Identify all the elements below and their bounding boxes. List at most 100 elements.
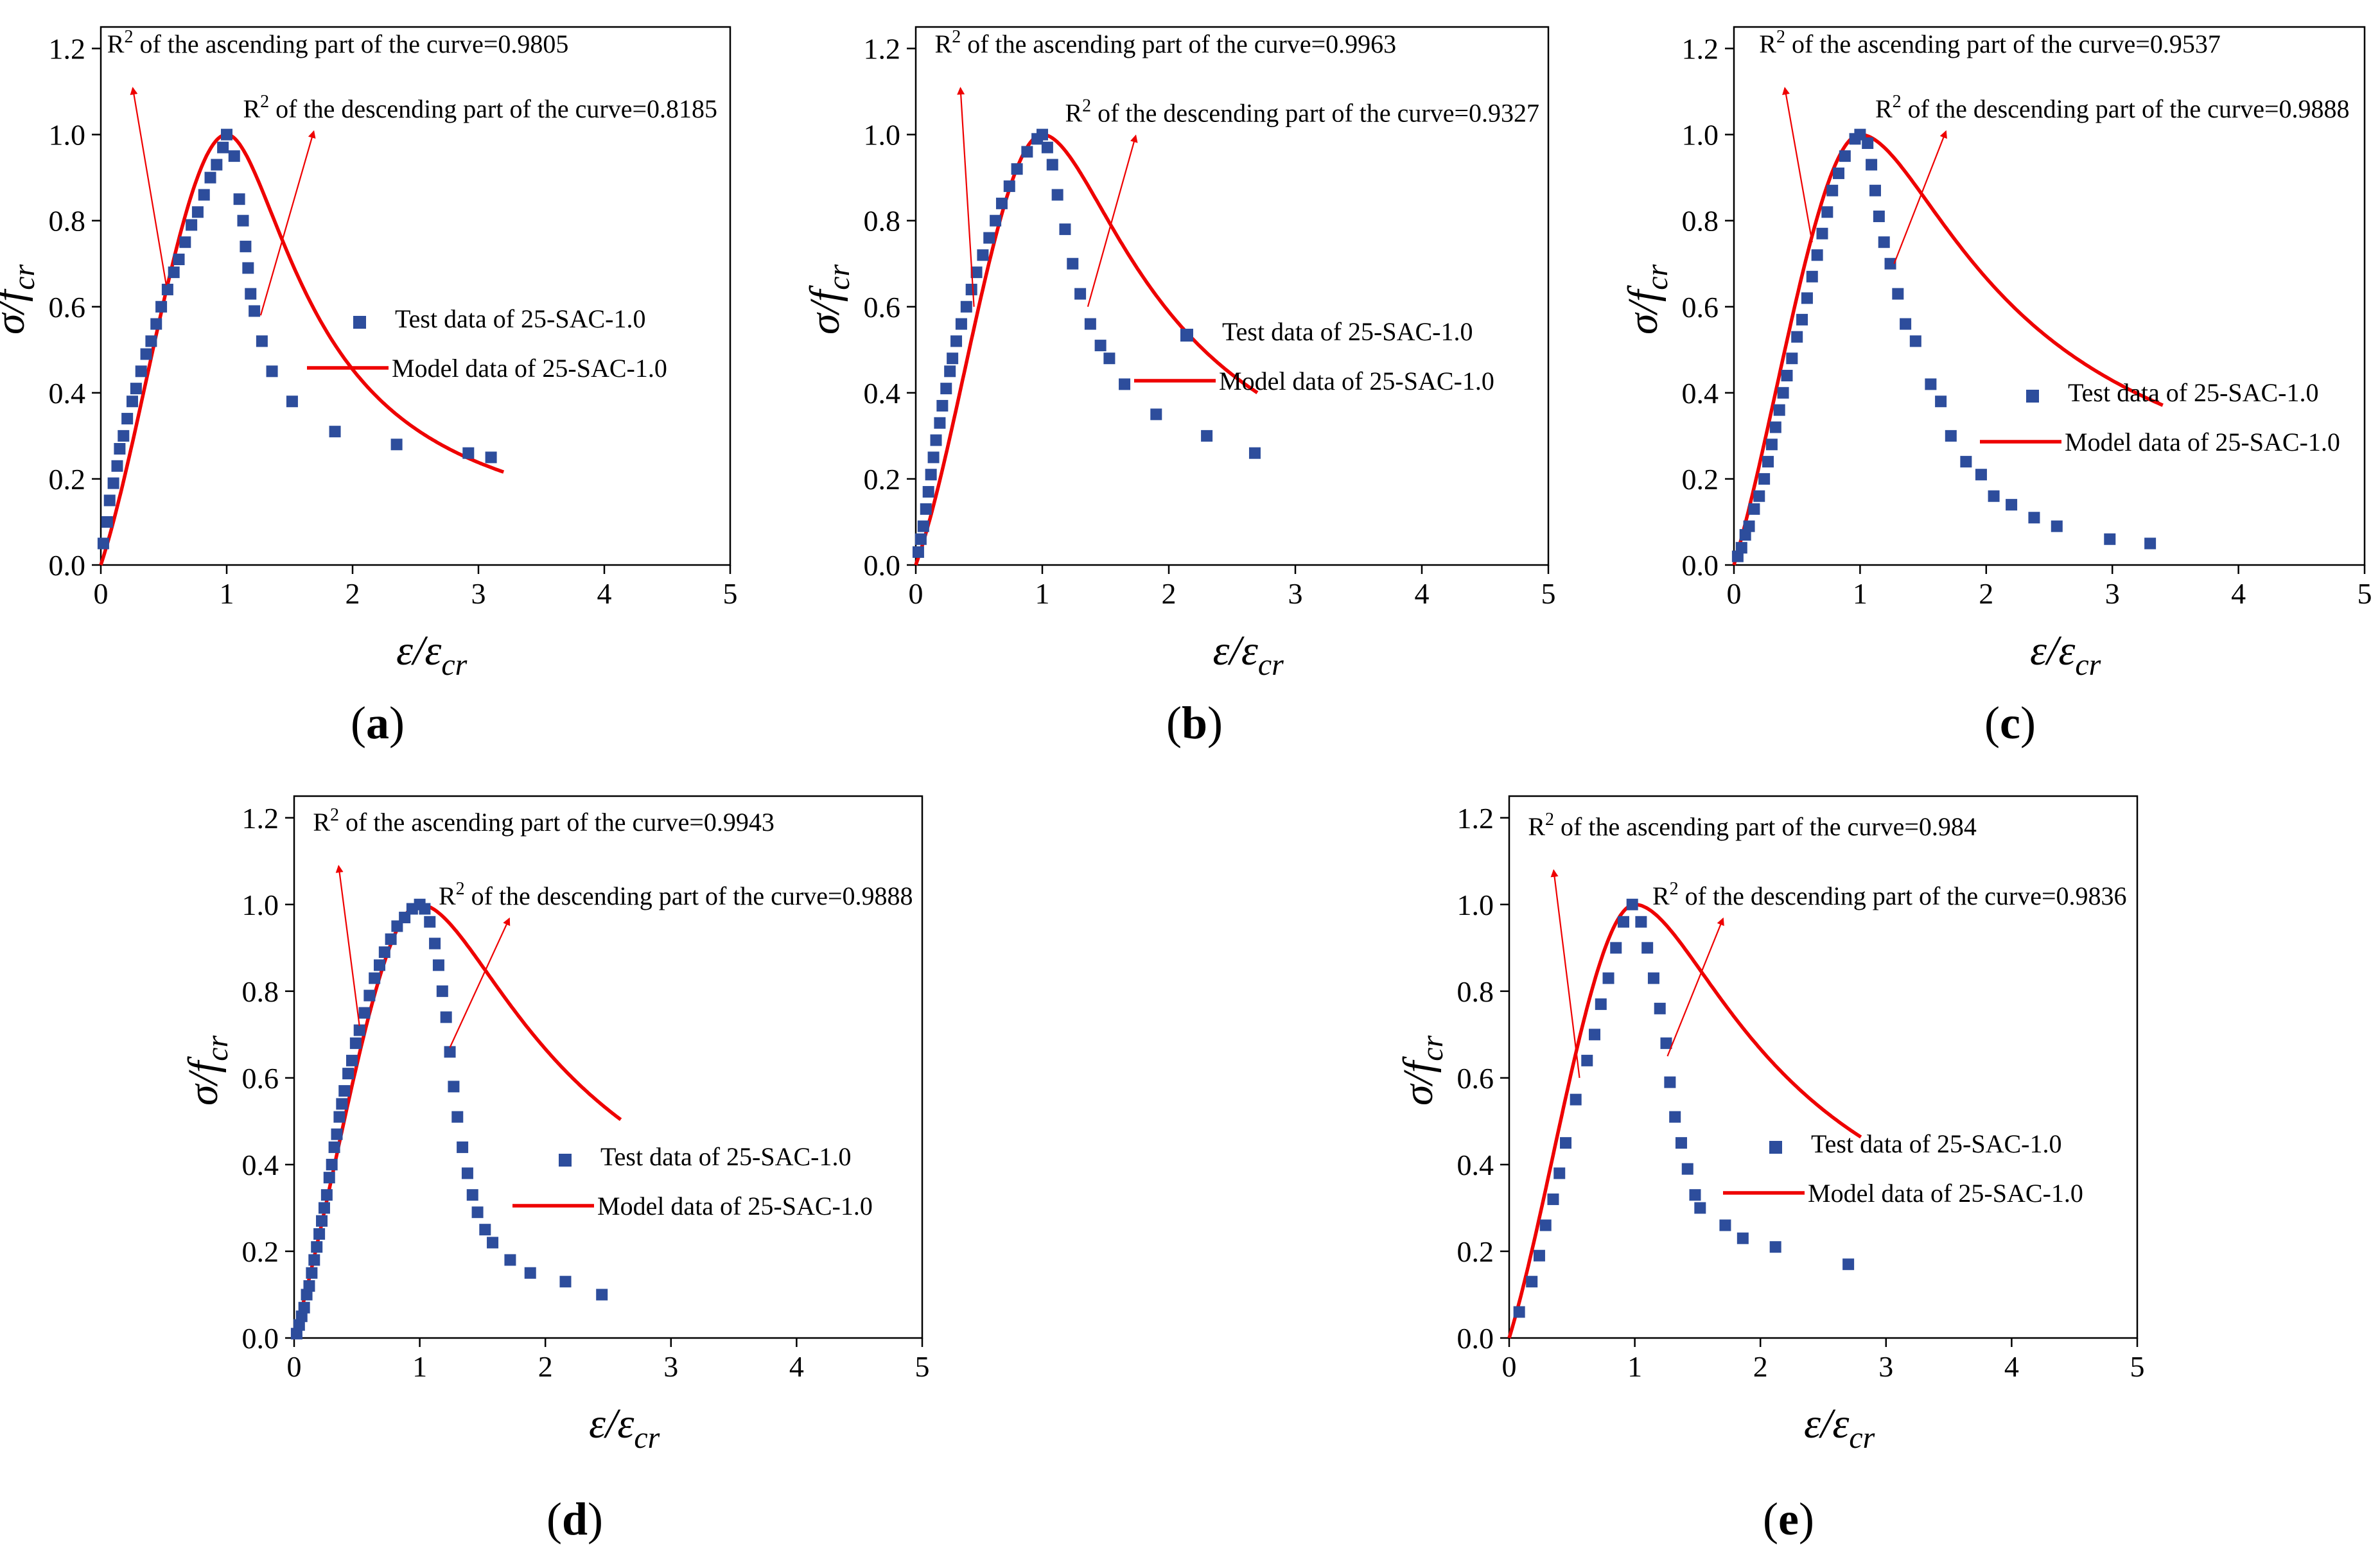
test-point [440, 1011, 452, 1023]
caption-letter: e [1778, 1493, 1799, 1545]
test-point [353, 1024, 365, 1036]
x-axis-label-sub: cr [1258, 648, 1284, 682]
test-point [358, 1007, 371, 1019]
test-point [936, 399, 949, 412]
caption-close: ) [1207, 697, 1223, 749]
x-axis-label-sub: cr [1849, 1421, 1875, 1455]
y-tick-label: 1.2 [1682, 33, 1719, 65]
test-point [990, 214, 1002, 227]
test-point [457, 1141, 469, 1153]
annotation-ascending: R2 of the ascending part of the curve=0.… [1528, 810, 1977, 841]
test-point [448, 1081, 460, 1093]
test-point [1909, 335, 1921, 347]
test-point [1617, 916, 1629, 928]
legend-test-marker [1180, 329, 1193, 342]
caption-letter: a [366, 697, 389, 749]
test-point [1533, 1249, 1545, 1262]
test-point [1765, 439, 1778, 451]
caption-close: ) [2020, 697, 2036, 749]
test-point [323, 1172, 335, 1184]
test-point [1539, 1219, 1552, 1231]
x-tick-label: 3 [471, 577, 486, 610]
x-tick-label: 4 [1415, 577, 1430, 610]
test-point [1150, 408, 1162, 421]
x-axis-label: ε/εcr [396, 627, 468, 682]
test-point [1103, 352, 1116, 365]
x-tick-label: 4 [789, 1350, 804, 1383]
test-point [1975, 469, 1987, 481]
model-line [1507, 903, 1862, 1339]
test-point [471, 1206, 484, 1219]
test-point [424, 916, 436, 928]
test-point [328, 1141, 340, 1153]
legend-model-label: Model data of 25-SAC-1.0 [1808, 1179, 2083, 1208]
test-point [211, 159, 223, 171]
test-point [1074, 288, 1087, 300]
annotation-text: of the ascending part of the curve=0.984 [1554, 812, 1977, 841]
annotation-arrow-ascending [1782, 87, 1813, 243]
test-point [316, 1215, 328, 1227]
y-tick-label: 0.8 [1457, 975, 1494, 1008]
y-tick-label: 0.4 [49, 377, 86, 410]
test-point [198, 189, 210, 201]
plot-frame [100, 26, 731, 566]
y-axis-label-sub: cr [1640, 264, 1674, 290]
y-tick-label: 0.6 [1457, 1062, 1494, 1095]
y-axis-label-sub: cr [1415, 1035, 1449, 1061]
test-point [912, 546, 924, 558]
test-point [118, 430, 130, 442]
y-axis-label: σ/fcr [1620, 264, 1674, 334]
caption-open: ( [547, 1493, 562, 1545]
test-point [191, 206, 204, 218]
test-point [1960, 456, 1972, 468]
test-point [249, 305, 261, 317]
test-point [121, 413, 134, 425]
test-point [1059, 223, 1071, 236]
annotation-arrow-descending [449, 917, 511, 1048]
test-point [461, 1167, 473, 1179]
y-tick-label: 0.4 [242, 1149, 279, 1181]
test-point [436, 985, 448, 997]
test-point [596, 1289, 608, 1301]
test-point [1021, 146, 1033, 158]
test-point [168, 266, 180, 279]
x-axis-label-sub: cr [2075, 648, 2101, 682]
chart-panel-c: 0 1 2 3 4 5 0.0 0.2 0.4 0.6 0.8 1.0 1.2 ε/εcr σ/fcr R2 … [1620, 26, 2372, 749]
test-point [1003, 180, 1015, 193]
test-point [955, 318, 967, 330]
x-tick-label: 1 [1853, 577, 1868, 610]
test-point [1935, 395, 1947, 408]
test-point [1777, 387, 1789, 399]
y-tick-label: 1.0 [1682, 119, 1719, 152]
test-point [1570, 1093, 1582, 1106]
test-point [1862, 137, 1874, 150]
x-tick-label: 5 [1541, 577, 1556, 610]
test-point [1626, 898, 1638, 910]
test-point [1781, 370, 1793, 382]
test-point [419, 903, 431, 915]
test-point [313, 1228, 326, 1240]
test-point [1610, 942, 1622, 954]
annotation-text: of the descending part of the curve=0.93… [1091, 98, 1539, 127]
test-point [298, 1301, 310, 1314]
test-point [1758, 473, 1771, 485]
y-tick-label: 1.0 [49, 119, 86, 152]
annotation-descending: R2 of the descending part of the curve=0… [243, 92, 717, 123]
x-tick-label: 1 [220, 577, 234, 610]
annotation-descending: R2 of the descending part of the curve=0… [439, 879, 913, 910]
annotation-arrow-descending [1667, 917, 1724, 1057]
x-axis-label-sub: cr [441, 648, 467, 682]
x-tick-label: 3 [1878, 1350, 1893, 1383]
panel-caption: (e) [1763, 1493, 1814, 1545]
test-point [1553, 1167, 1566, 1179]
test-point [947, 352, 959, 365]
annotation-arrow-ascending [130, 87, 168, 286]
caption-open: ( [1166, 697, 1182, 749]
annotation-arrow-ascending [1550, 869, 1580, 1079]
x-axis-label: ε/εcr [1804, 1400, 1875, 1455]
legend-test-label: Test data of 25-SAC-1.0 [395, 304, 645, 333]
test-point [240, 240, 252, 252]
test-point [462, 447, 475, 459]
x-tick-label: 0 [909, 577, 923, 610]
test-point [2104, 533, 2116, 545]
